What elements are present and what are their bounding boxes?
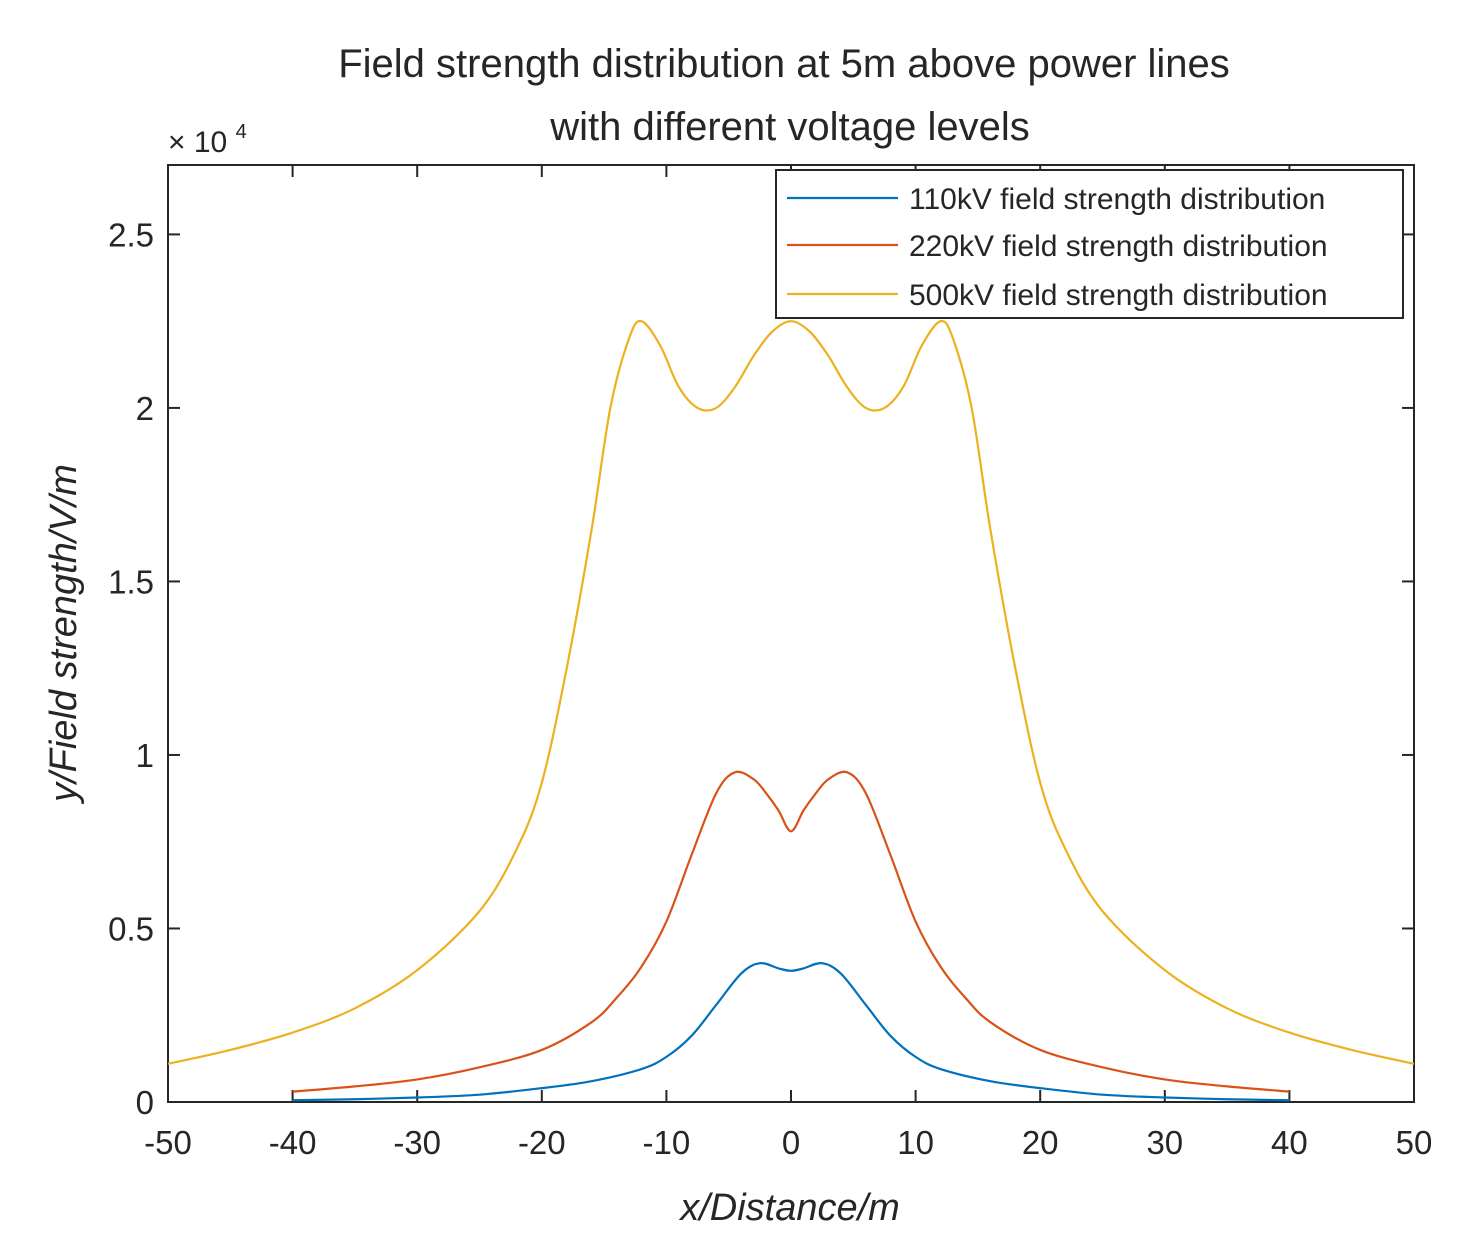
y-axis-multiplier: × 10 4 xyxy=(168,121,247,159)
y-axis-ticks: 0 0.5 1 1.5 2 2.5 xyxy=(108,216,1414,1121)
series-line-1 xyxy=(292,962,1290,1102)
series-line-3 xyxy=(167,319,1415,1065)
y-tick-label: 0.5 xyxy=(108,910,154,947)
x-tick-label: 20 xyxy=(1022,1124,1059,1161)
x-tick-label: -10 xyxy=(643,1124,691,1161)
y-tick-label: 1 xyxy=(136,737,154,774)
x-tick-label: 30 xyxy=(1146,1124,1183,1161)
chart-title-line-2: with different voltage levels xyxy=(549,105,1030,149)
x-tick-label: 40 xyxy=(1271,1124,1308,1161)
x-axis-ticks: -50 -40 -30 -20 -10 0 10 20 30 40 50 xyxy=(144,165,1432,1161)
chart-title-line-1: Field strength distribution at 5m above … xyxy=(338,42,1230,86)
x-tick-label: -20 xyxy=(518,1124,566,1161)
x-tick-label: -40 xyxy=(269,1124,317,1161)
x-tick-label: -50 xyxy=(144,1124,192,1161)
x-axis-label: x/Distance/m xyxy=(678,1187,900,1229)
y-tick-label: 1.5 xyxy=(108,563,154,600)
legend-label-1: 110kV field strength distribution xyxy=(909,183,1325,216)
y-axis-multiplier-exponent: 4 xyxy=(236,121,247,143)
y-tick-label: 2 xyxy=(136,390,154,427)
series-line-2 xyxy=(292,770,1290,1093)
y-axis-multiplier-base: × 10 xyxy=(168,126,227,159)
series-lines xyxy=(167,319,1415,1102)
x-tick-label: 0 xyxy=(782,1124,800,1161)
legend-label-3: 500kV field strength distribution xyxy=(909,279,1328,312)
y-tick-label: 2.5 xyxy=(108,216,154,253)
x-tick-label: 50 xyxy=(1396,1124,1433,1161)
legend-label-2: 220kV field strength distribution xyxy=(909,230,1328,263)
x-tick-label: -30 xyxy=(393,1124,441,1161)
legend: 110kV field strength distribution 220kV f… xyxy=(775,169,1404,319)
x-tick-label: 10 xyxy=(897,1124,934,1161)
y-tick-label: 0 xyxy=(136,1084,154,1121)
y-axis-label: y/Field strength/V/m xyxy=(43,464,85,805)
